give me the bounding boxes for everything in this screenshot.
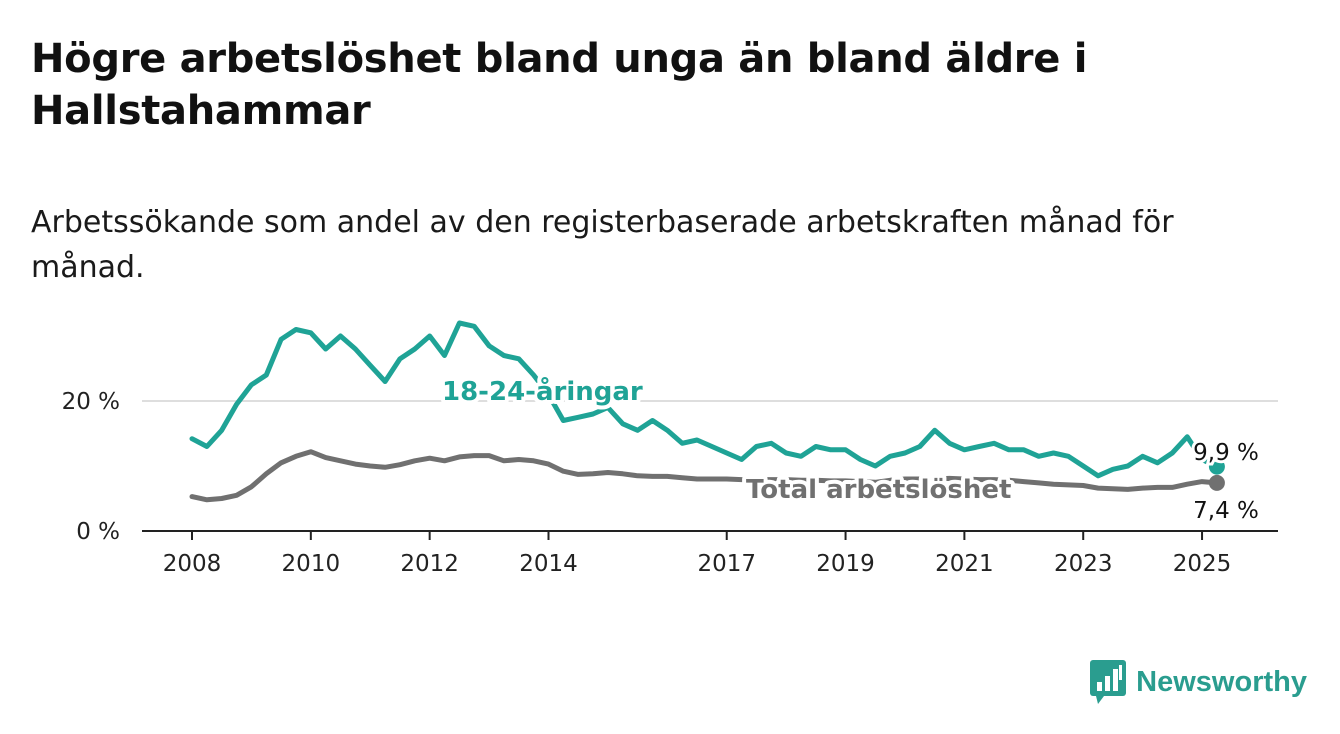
series-end-point-1 [1208,474,1225,491]
series-line-1 [189,449,1220,503]
chart-subtitle: Arbetssökande som andel av den registerb… [31,205,1174,285]
x-tick-label: 2008 [163,551,222,577]
x-tick-label: 2025 [1173,551,1232,577]
x-tick-label: 2023 [1054,551,1113,577]
chart-title: Högre arbetslöshet bland unga än bland ä… [31,36,1088,134]
end-label-youth: 9,9 % [1193,440,1259,466]
end-label-total: 7,4 % [1193,498,1259,524]
axes: 0 % 20 % 2008 2010 2012 2014 2017 2019 2021 2023 2… [62,389,1278,577]
x-tick-label: 2010 [282,551,341,577]
series-line-0 [189,320,1220,479]
x-tick-label: 2017 [697,551,756,577]
x-tick-label: 2019 [816,551,875,577]
series-labels: 18-24-åringar Total arbetslöshet 9,9 % 7,4 … [438,371,1262,527]
brand: Newsworthy [1090,660,1307,704]
y-tick-label: 0 % [76,519,120,545]
x-tick-label: 2021 [935,551,994,577]
series-end-point-0 [1208,458,1225,475]
series-lines [189,320,1225,503]
newsworthy-logo-icon [1090,660,1127,704]
series-label-youth: 18-24-åringar [442,375,643,407]
y-tick-label: 20 % [62,389,120,415]
brand-name: Newsworthy [1136,665,1307,698]
x-tick-label: 2014 [519,551,578,577]
series-label-total: Total arbetslöshet [746,475,1011,505]
x-tick-label: 2012 [400,551,459,577]
